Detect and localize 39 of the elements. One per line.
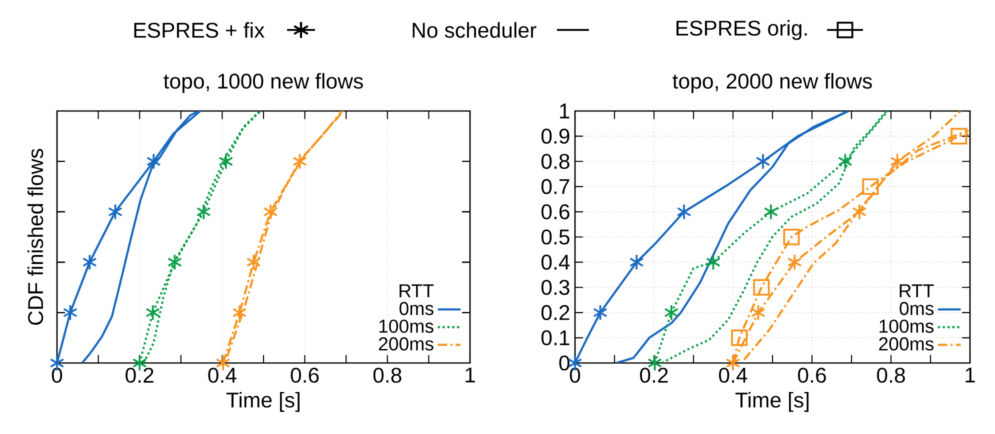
x-tick-label: 0.4 — [208, 368, 236, 383]
x-tick-label: 0.2 — [126, 368, 154, 383]
y-tick-label: 0 — [559, 355, 570, 371]
legend-title: RTT — [900, 284, 934, 298]
x-tick-label: 1 — [966, 368, 975, 382]
text: No scheduler — [412, 22, 536, 38]
x-axis-title: Time [s] — [226, 392, 300, 412]
x-tick-label: 0.4 — [719, 368, 748, 383]
y-tick-label: 0.1 — [541, 330, 570, 346]
y-tick-label: 0.2 — [541, 305, 570, 320]
x-tick-label: 1 — [466, 368, 475, 382]
chart-title: topo, 2000 new flows — [672, 73, 872, 93]
y-tick-label: 0.5 — [541, 229, 570, 245]
y-tick-label: 0.7 — [541, 179, 570, 194]
legend-label: 100ms — [379, 320, 434, 333]
x-tick-label: 0.6 — [798, 368, 826, 383]
text: ESPRES orig. — [676, 20, 807, 40]
x-axis-title: Time [s] — [735, 392, 809, 412]
x-tick-label: 0.2 — [640, 368, 668, 383]
text: ESPRES + fix — [134, 22, 264, 38]
x-tick-label: 0 — [570, 368, 580, 383]
y-tick-label: 0.9 — [541, 128, 570, 144]
legend-title: RTT — [400, 284, 434, 298]
legend-label: 0ms — [400, 302, 434, 316]
x-tick-label: 0.8 — [373, 368, 402, 383]
legend-label: 200ms — [879, 337, 934, 351]
y-axis-title: CDF finished flows — [27, 148, 44, 325]
y-tick-label: 0.6 — [541, 204, 570, 220]
y-tick-label: 0.3 — [541, 280, 570, 295]
y-tick-label: 0.4 — [541, 254, 570, 270]
x-tick-label: 0.8 — [877, 368, 905, 383]
legend-label: 0ms — [900, 302, 934, 316]
x-tick-label: 0 — [52, 368, 62, 383]
chart-title: topo, 1000 new flows — [164, 73, 363, 93]
x-tick-label: 0.6 — [290, 368, 319, 383]
legend-label: 100ms — [880, 320, 934, 333]
y-tick-label: 0.8 — [541, 154, 570, 169]
legend-label: 200ms — [378, 337, 434, 351]
y-tick-label: 1 — [560, 104, 570, 118]
